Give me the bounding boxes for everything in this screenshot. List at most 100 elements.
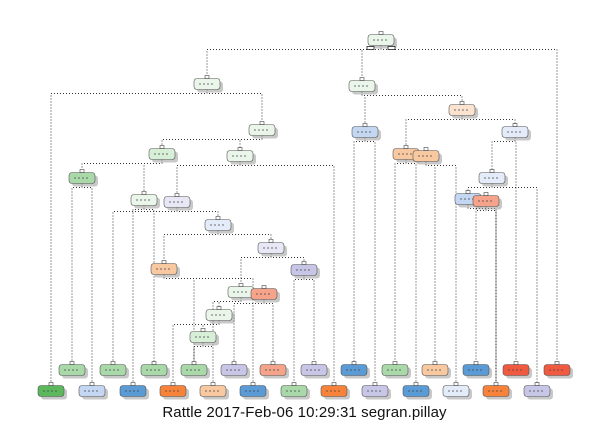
plot-caption: Rattle 2017-Feb-06 10:29:31 segran.pilla… [162, 404, 447, 421]
tree-leaf-node [320, 382, 350, 400]
node-id-tab [473, 361, 479, 365]
tree-edge [161, 135, 263, 149]
node-id-tab [291, 382, 297, 386]
root-branch-tab [366, 46, 375, 50]
node-id-tab [512, 123, 518, 127]
node-id-tab [513, 361, 519, 365]
node-id-tab [69, 361, 75, 365]
tree-split-node [68, 169, 98, 187]
tree-split-node [412, 147, 442, 165]
tree-edge [176, 161, 241, 197]
tree-edge [364, 137, 376, 386]
tree-edge [491, 183, 538, 386]
tree-split-node [290, 261, 320, 279]
tree-edge [475, 206, 487, 365]
node-id-tab [483, 192, 489, 196]
tree-leaf-node [300, 361, 330, 379]
tree-edge [143, 205, 155, 365]
tree-edge [132, 205, 145, 386]
node-id-tab [151, 361, 157, 365]
node-id-tab [403, 145, 409, 149]
tree-edge [425, 161, 457, 386]
node-id-tab [204, 75, 210, 79]
node-id-tab [238, 283, 244, 287]
tree-edge [206, 45, 382, 79]
node-id-tab [79, 169, 85, 173]
tree-edge [217, 230, 272, 243]
node-id-tab [351, 361, 357, 365]
root-branch-tab [387, 46, 396, 50]
tree-leaf-node [140, 361, 170, 379]
tree-edge [240, 253, 272, 287]
node-id-tab [459, 101, 465, 105]
tree-leaf-node [78, 382, 108, 400]
tree-edge [467, 204, 497, 386]
tree-leaf-node [482, 382, 512, 400]
tree-edge [303, 275, 315, 365]
tree-split-node [478, 169, 508, 187]
tree-split-node [348, 77, 378, 95]
node-id-tab [250, 382, 256, 386]
tree-leaf-node [180, 361, 210, 379]
node-id-tab [215, 216, 221, 220]
tree-edge [405, 159, 417, 386]
node-id-tab [423, 147, 429, 151]
node-id-tab [159, 145, 165, 149]
node-id-tab [359, 77, 365, 81]
tree-split-node [148, 145, 178, 163]
tree-nodes [37, 31, 573, 400]
tree-edge [233, 299, 265, 365]
tree-leaf-node [442, 382, 472, 400]
tree-edge [239, 161, 335, 386]
tree-leaf-node [37, 382, 67, 400]
tree-edge [163, 274, 195, 365]
tree-edge [81, 183, 93, 386]
node-id-tab [493, 382, 499, 386]
tree-split-node [227, 283, 257, 301]
node-id-tab [270, 361, 276, 365]
node-id-tab [268, 239, 274, 243]
tree-edge [212, 297, 242, 386]
tree-edge [163, 274, 254, 386]
tree-leaf-node [523, 382, 553, 400]
node-id-tab [130, 382, 136, 386]
node-id-tab [465, 190, 471, 194]
node-id-tab [331, 382, 337, 386]
node-id-tab [413, 382, 419, 386]
node-id-tab [216, 306, 222, 310]
tree-split-node [351, 123, 381, 141]
tree-split-node [150, 260, 180, 278]
node-id-tab [191, 361, 197, 365]
tree-leaf-node [361, 382, 391, 400]
tree-leaf-node [58, 361, 88, 379]
node-id-tab [362, 123, 368, 127]
tree-split-node [226, 147, 256, 165]
node-id-tab [259, 121, 265, 125]
node-id-tab [534, 382, 540, 386]
node-id-tab [237, 147, 243, 151]
tree-leaf-node [381, 361, 411, 379]
tree-edge [81, 159, 163, 173]
tree-leaf-node [543, 361, 573, 379]
tree-split-node [189, 328, 219, 346]
tree-edge [193, 342, 204, 365]
node-id-tab [453, 382, 459, 386]
node-id-tab [378, 31, 384, 35]
tree-split-node [501, 123, 531, 141]
tree-split-node [193, 75, 223, 93]
node-id-tab [261, 285, 267, 289]
tree-leaf-node [462, 361, 492, 379]
tree-edge [353, 137, 366, 365]
tree-edge [163, 230, 219, 264]
tree-edge [71, 183, 83, 365]
tree-edge [263, 299, 274, 365]
tree-leaf-node [340, 361, 370, 379]
tree-edge [361, 45, 382, 81]
tree-edge [176, 207, 219, 220]
tree-split-node [250, 285, 280, 303]
tree-split-node [205, 306, 235, 324]
node-id-tab [231, 361, 237, 365]
node-id-tab [161, 260, 167, 264]
node-id-tab [554, 361, 560, 365]
tree-leaf-node [239, 382, 269, 400]
